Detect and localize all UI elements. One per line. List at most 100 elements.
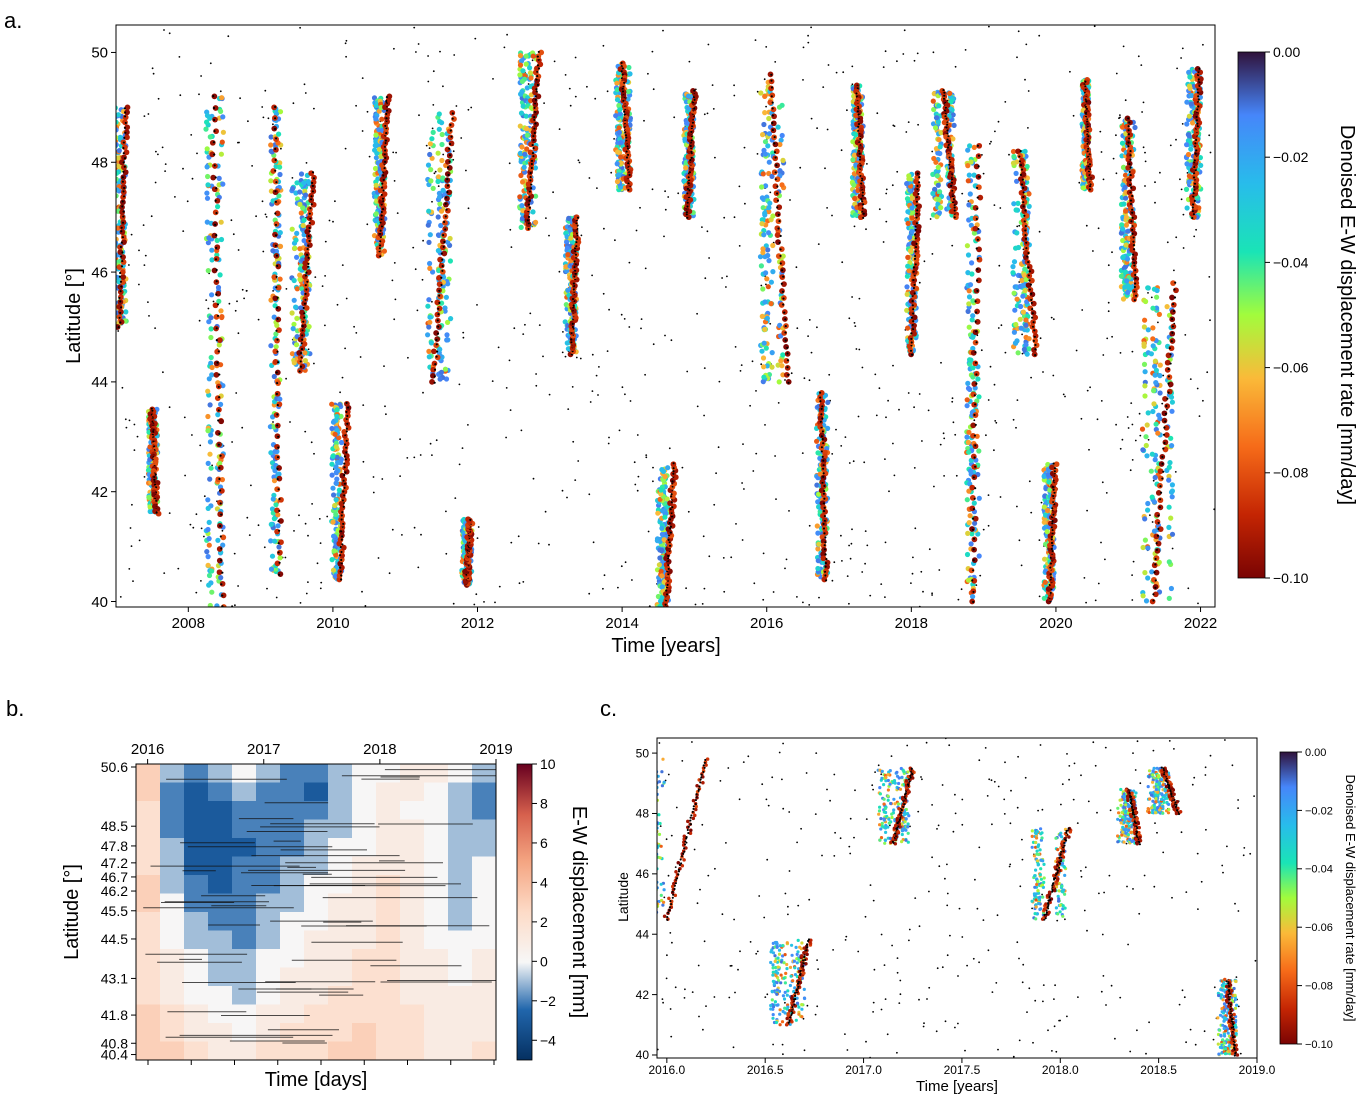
tremor-point [508,359,511,362]
tremor-point [548,234,550,237]
tremor-point [954,65,957,68]
panel-a: 2008 2010 2012 2014 2016 2018 2020 2022 4042444… [63,24,1358,657]
tremor-point [121,260,124,263]
tremor-point [510,246,513,249]
rate-point [618,154,624,160]
tremor-point [664,208,667,211]
tremor-point [216,314,220,317]
rate-point [205,182,211,188]
tremor-point [1097,582,1100,585]
tremor-point [918,281,921,284]
rate-point [333,552,339,558]
tremor-point [220,559,223,562]
rate-point [381,191,388,197]
rate-point [768,301,774,307]
tremor-point [796,327,799,330]
tremor-point [885,192,888,195]
rate-point [218,418,225,425]
tremor-point [669,508,672,511]
rate-point [294,286,300,292]
tremor-point [1157,321,1159,324]
tremor-point [300,348,304,351]
tremor-point [289,421,291,423]
rate-point [816,541,822,547]
tremor-point [1093,25,1096,28]
tremor-point [534,122,537,125]
rate-point [277,230,283,236]
rate-point [272,468,278,474]
tremor-point [316,562,319,565]
tremor-point [530,166,533,170]
tremor-point [305,592,308,595]
rate-point [333,444,339,450]
tremor-point [476,304,478,306]
rate-point [210,174,217,181]
rate-point [768,85,774,92]
tremor-point [142,224,145,227]
tremor-point [130,545,133,547]
rate-point [333,469,339,475]
tremor-point [442,245,445,248]
tremor-point [771,114,774,117]
rate-point [815,565,821,572]
tremor-point [341,511,344,514]
rate-point [565,287,571,293]
rate-point [205,428,211,434]
tremor-point [578,161,581,164]
tremor-point [157,153,159,156]
rate-point [331,533,337,539]
tremor-point [738,245,741,247]
tremor-point [118,296,121,299]
tremor-point [670,495,673,498]
tremor-point [749,404,751,407]
tremor-point [774,171,777,174]
rate-point [220,592,227,599]
tremor-point [882,66,885,68]
rate-point [625,89,631,95]
tremor-point [608,308,610,311]
rate-point [269,553,276,559]
tremor-point [637,475,640,478]
tremor-point [778,220,781,223]
tremor-point [339,554,342,557]
tremor-point [383,145,386,148]
rate-point [659,584,665,590]
tremor-point [703,367,706,369]
tremor-point [1101,481,1104,484]
tremor-point [261,200,264,203]
rate-point [517,72,523,78]
tremor-point [575,232,578,235]
tremor-point [744,202,746,205]
tremor-point [200,527,203,530]
tremor-point [147,301,149,303]
tremor-point [461,447,464,449]
rate-point [205,268,211,274]
rate-point [340,544,347,551]
rate-point [300,222,306,229]
rate-point [333,464,339,470]
rate-point [301,323,307,329]
tremor-point [574,479,577,481]
tremor-point [345,297,348,300]
rate-point [427,319,433,325]
tremor-point [522,581,525,583]
tremor-point [1180,188,1183,191]
tremor-point [218,466,221,469]
rate-point [528,75,534,81]
tremor-point [774,178,777,181]
tremor-point [441,258,444,261]
tremor-point [506,33,508,36]
rate-point [373,139,379,145]
tremor-point [355,332,358,334]
tremor-point [537,67,541,70]
rate-point [329,401,335,407]
tremor-point [726,275,728,278]
tremor-point [431,454,433,456]
tremor-point [237,141,239,144]
tremor-point [824,574,827,577]
tremor-point [671,480,674,483]
tremor-point [120,306,123,309]
tremor-point [341,499,344,502]
tremor-point [687,510,690,513]
tremor-point [276,478,279,481]
